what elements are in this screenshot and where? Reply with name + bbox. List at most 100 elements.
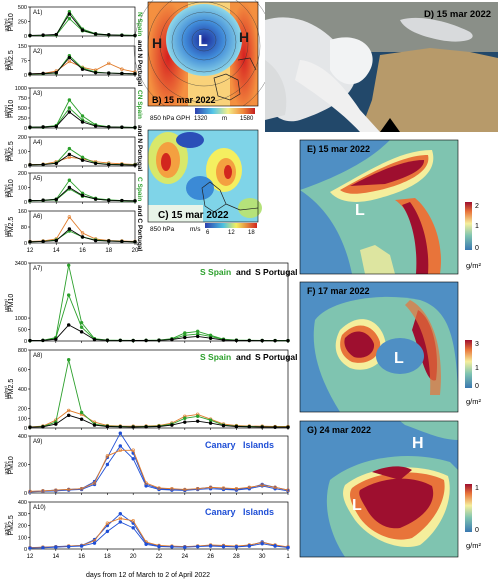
data-point	[80, 193, 85, 198]
data-point	[196, 334, 200, 339]
data-point	[120, 198, 124, 203]
panel-b-gph-map: H L H B) 15 mar 2022 850 hPa GPH 1320 m …	[133, 0, 275, 124]
panel-label: A9)	[33, 439, 42, 445]
data-point	[144, 481, 148, 485]
data-point	[67, 227, 72, 231]
data-point	[131, 448, 135, 452]
data-point	[28, 425, 32, 429]
data-point	[107, 162, 111, 167]
region-label-a7-and: and	[236, 267, 251, 277]
y-tick-label: 100	[18, 150, 27, 156]
data-point	[170, 423, 174, 427]
data-point	[131, 519, 135, 523]
data-point	[133, 163, 137, 167]
panel-b-low: L	[198, 33, 208, 50]
data-point	[54, 422, 58, 426]
data-point	[118, 425, 123, 429]
data-point	[79, 410, 84, 415]
panel-c-unit: m/s	[190, 226, 201, 233]
data-point	[286, 425, 290, 429]
panel-b-high-right: H	[239, 29, 249, 45]
y-tick-label: 200	[18, 171, 27, 177]
y-axis-unit: µg/m³	[4, 522, 10, 535]
y-tick-label: 300	[18, 512, 27, 518]
panel-b-high-left: H	[152, 35, 162, 51]
data-point	[54, 32, 58, 37]
y-tick-label: 0	[24, 200, 27, 206]
y-tick-label: 0	[24, 126, 27, 132]
panel-g-title: G) 24 mar 2022	[307, 425, 371, 435]
data-point	[54, 197, 58, 202]
data-point	[105, 521, 110, 525]
data-point	[67, 178, 72, 182]
data-point	[93, 161, 98, 166]
data-point	[41, 162, 45, 167]
data-point	[208, 336, 213, 340]
data-point	[273, 544, 277, 548]
y-axis-title: PM10	[8, 456, 15, 474]
data-point	[80, 235, 85, 239]
data-point	[221, 423, 226, 428]
data-point	[67, 152, 72, 157]
panel-label: A5)	[33, 176, 42, 182]
data-point	[157, 486, 161, 490]
data-point	[80, 231, 85, 235]
data-point	[118, 444, 123, 448]
panel-d-satellite-image: D) 15 mar 2022	[265, 2, 498, 132]
y-axis-title: PM2.5	[8, 141, 15, 161]
panel-g-cb-max: 1	[475, 485, 479, 492]
y-tick-label: 500	[18, 5, 27, 11]
y-axis-title: PM2.5	[8, 217, 15, 237]
panel-a2: 0 75 150 A2) PM2.5µg/m³	[4, 44, 137, 79]
data-point	[107, 125, 111, 129]
data-point	[208, 485, 213, 489]
x-tick-label: 14	[53, 248, 60, 254]
data-point	[41, 425, 45, 429]
y-axis-title: PM2.5	[8, 379, 15, 399]
y-axis-unit: µg/m³	[4, 184, 10, 197]
data-point	[93, 238, 98, 243]
y-axis-unit: µg/m³	[4, 57, 10, 70]
data-point	[286, 545, 290, 550]
data-point	[133, 72, 137, 76]
data-point	[54, 545, 58, 549]
y-tick-label: 1000	[15, 316, 27, 322]
data-point	[92, 541, 97, 545]
data-point	[66, 487, 71, 492]
panel-d-title: D) 15 mar 2022	[424, 9, 491, 20]
panel-c-tick-0: 6	[206, 230, 210, 236]
data-point	[120, 33, 124, 38]
data-point	[247, 544, 252, 548]
data-point	[273, 425, 277, 429]
y-tick-label: 0	[24, 491, 27, 497]
data-point	[41, 546, 45, 550]
data-point	[79, 417, 84, 421]
y-axis-unit: µg/m³	[4, 18, 10, 31]
data-point	[118, 448, 123, 452]
panel-f-cb-mid: 1	[475, 365, 479, 372]
panel-label: A10)	[33, 505, 46, 511]
data-point	[80, 114, 85, 118]
data-point	[93, 124, 98, 128]
data-point	[54, 238, 58, 243]
data-point	[41, 33, 45, 37]
x-tick-label: 1	[286, 554, 290, 560]
data-point	[79, 330, 84, 334]
y-axis-title: PM2.5	[8, 50, 15, 70]
data-point	[183, 420, 187, 424]
data-point	[183, 487, 187, 492]
y-tick-label: 0	[24, 73, 27, 79]
data-point	[67, 185, 72, 190]
data-point	[183, 545, 187, 549]
x-tick-label: 28	[233, 554, 240, 560]
data-point	[54, 70, 58, 75]
data-point	[221, 338, 226, 342]
x-tick-label: 26	[207, 554, 214, 560]
data-point	[66, 323, 71, 327]
y-tick-label: 0	[24, 164, 27, 170]
region-label-a9: Canary Islands	[205, 440, 274, 450]
y-axis-title: PM2.5	[8, 515, 15, 535]
